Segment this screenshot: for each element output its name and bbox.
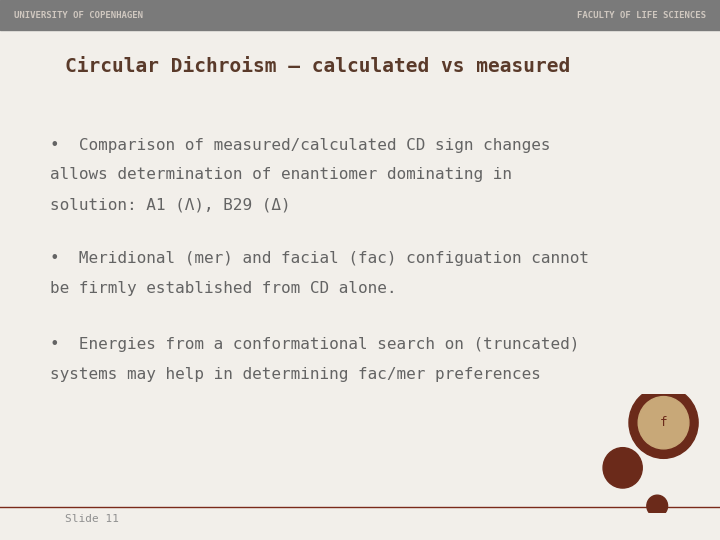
Text: •  Comparison of measured/calculated CD sign changes: • Comparison of measured/calculated CD s… [50, 138, 551, 153]
Text: Circular Dichroism – calculated vs measured: Circular Dichroism – calculated vs measu… [65, 57, 570, 76]
Circle shape [629, 387, 698, 458]
Text: UNIVERSITY OF COPENHAGEN: UNIVERSITY OF COPENHAGEN [14, 11, 143, 19]
Text: f: f [660, 416, 667, 429]
Text: systems may help in determining fac/mer preferences: systems may help in determining fac/mer … [50, 367, 541, 382]
Text: Slide 11: Slide 11 [65, 514, 119, 524]
Text: allows determination of enantiomer dominating in: allows determination of enantiomer domin… [50, 167, 513, 183]
Bar [0, 0, 720, 30]
Text: •  Energies from a conformational search on (truncated): • Energies from a conformational search … [50, 338, 580, 353]
Text: FACULTY OF LIFE SCIENCES: FACULTY OF LIFE SCIENCES [577, 11, 706, 19]
Text: •  Meridional (mer) and facial (fac) configuation cannot: • Meridional (mer) and facial (fac) conf… [50, 251, 590, 266]
Text: be firmly established from CD alone.: be firmly established from CD alone. [50, 281, 397, 296]
Circle shape [603, 448, 642, 488]
Circle shape [638, 396, 689, 449]
Circle shape [647, 495, 667, 517]
Text: solution: A1 (Λ), B29 (Δ): solution: A1 (Λ), B29 (Δ) [50, 197, 291, 212]
